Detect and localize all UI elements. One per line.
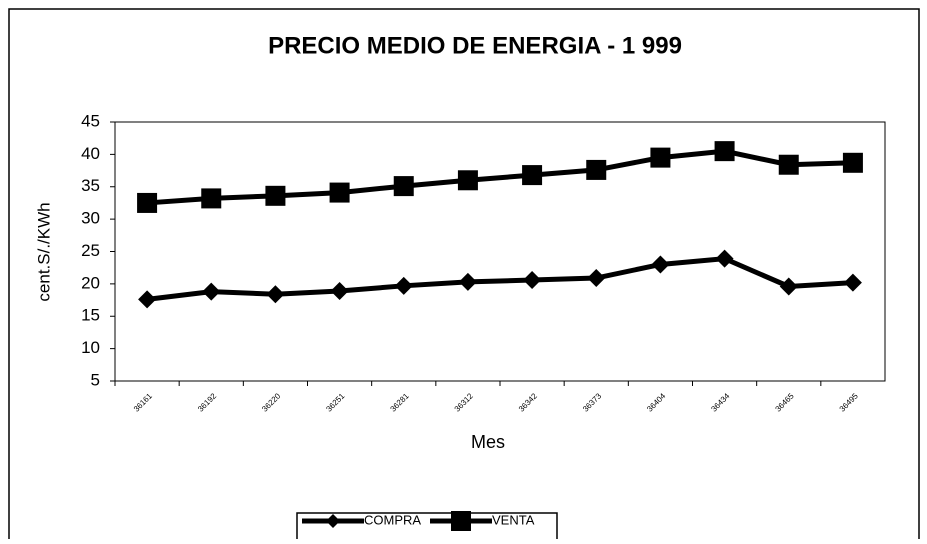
point-marker <box>138 290 157 309</box>
y-tick-label: 10 <box>81 338 100 357</box>
legend-marker <box>326 514 340 528</box>
point-marker <box>330 281 349 300</box>
legend-marker <box>451 511 471 531</box>
y-tick-label: 25 <box>81 241 100 260</box>
point-marker <box>137 192 158 213</box>
y-tick-label: 5 <box>91 370 100 389</box>
y-tick-label: 30 <box>81 209 100 228</box>
point-marker <box>842 152 863 173</box>
point-marker <box>202 282 221 301</box>
point-marker <box>715 249 734 268</box>
y-tick-label: 35 <box>81 176 100 195</box>
series-line <box>146 148 853 206</box>
legend-label: COMPRA <box>364 512 421 527</box>
y-tick-label: 45 <box>81 111 100 130</box>
series-line <box>146 256 854 302</box>
y-axis-label: cent.S/./KWh <box>34 202 53 301</box>
point-marker <box>714 141 735 162</box>
y-tick-label: 15 <box>81 306 100 325</box>
point-marker <box>779 277 798 296</box>
point-marker <box>650 147 671 168</box>
point-marker <box>458 272 477 291</box>
point-marker <box>393 176 414 197</box>
chart-title: PRECIO MEDIO DE ENERGIA - 1 999 <box>268 32 682 59</box>
point-marker <box>394 276 413 295</box>
x-axis-label: Mes <box>471 432 505 452</box>
chart-frame <box>8 8 920 544</box>
point-marker <box>587 269 606 288</box>
y-tick-label: 20 <box>81 273 100 292</box>
point-marker <box>522 165 543 186</box>
point-marker <box>457 170 478 191</box>
y-tick-label: 40 <box>81 144 100 163</box>
point-marker <box>586 159 607 180</box>
point-marker <box>651 255 670 274</box>
point-marker <box>265 185 286 206</box>
point-marker <box>843 273 862 292</box>
point-marker <box>266 285 285 304</box>
legend-label: VENTA <box>492 512 535 527</box>
point-marker <box>778 154 799 175</box>
point-marker <box>201 188 222 209</box>
point-marker <box>329 182 350 203</box>
point-marker <box>523 270 542 289</box>
